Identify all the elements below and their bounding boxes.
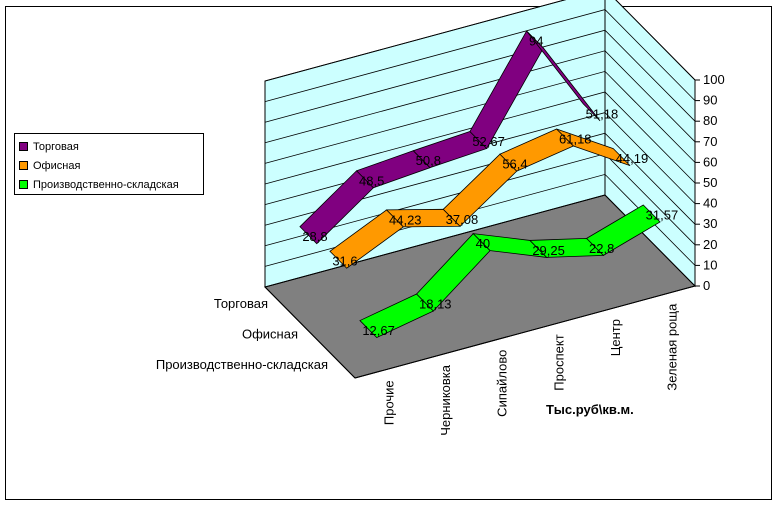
x-tick-label: Черниковка	[438, 364, 453, 436]
legend-item: Торговая	[19, 137, 199, 156]
data-label: 50,8	[416, 153, 441, 168]
y-tick-label: 10	[703, 257, 717, 272]
data-label: 28,8	[302, 229, 327, 244]
data-label: 44,23	[389, 212, 422, 227]
x-axis-line	[354, 285, 696, 379]
legend-swatch	[19, 142, 28, 151]
legend-label: Офисная	[33, 159, 81, 172]
series-ribbons	[299, 30, 661, 339]
y-tick-label: 80	[703, 113, 717, 128]
z-tick-label: Офисная	[242, 327, 298, 342]
z-axis-line	[264, 286, 356, 379]
legend-item: Производственно-складская	[19, 175, 199, 194]
series-axis: Торговая Офисная Производственно-складская	[156, 286, 356, 379]
axis-title: Тыс.руб\кв.м.	[546, 402, 634, 417]
data-label: 40	[476, 236, 490, 251]
z-tick-label: Торговая	[214, 296, 268, 311]
legend-label: Производственно-складская	[33, 178, 179, 191]
legend: Торговая Офисная Производственно-складск…	[14, 133, 204, 195]
gridline	[264, 9, 696, 102]
ribbon-segment	[556, 128, 631, 167]
legend-swatch	[19, 180, 28, 189]
gridline	[264, 70, 696, 164]
data-label: 51,18	[586, 106, 619, 121]
data-label: 48,5	[359, 173, 384, 188]
y-tick-label: 0	[703, 278, 710, 293]
data-label: 18,13	[419, 296, 452, 311]
value-axis: 0 10 20 30 40 50 60 70 80 90 100	[694, 72, 725, 293]
x-tick-label: Зеленая роща	[665, 303, 680, 391]
gridline	[264, 50, 696, 144]
gridline	[264, 132, 696, 226]
data-labels: 28,8 48,5 50,8 52,67 94 51,18 31,6 44,23 37,08 56…	[302, 34, 678, 339]
data-label: 31,6	[332, 254, 357, 269]
gridline	[264, 91, 696, 185]
data-label: 52,67	[472, 134, 505, 149]
x-tick-label: Центр	[608, 319, 623, 356]
y-tick-label: 70	[703, 134, 717, 149]
legend-item: Офисная	[19, 156, 199, 175]
legend-label: Торговая	[33, 140, 79, 153]
y-tick-label: 60	[703, 154, 717, 169]
z-tick-label: Производственно-складская	[156, 357, 328, 372]
y-tick-label: 90	[703, 93, 717, 108]
y-tick-label: 50	[703, 175, 717, 190]
y-tick-label: 40	[703, 196, 717, 211]
category-axis: Прочие Черниковка Сипайлово Проспект Центр Зе…	[354, 285, 696, 436]
data-label: 94	[529, 34, 543, 49]
gridline	[264, 194, 696, 288]
x-tick-label: Сипайлово	[495, 350, 510, 417]
x-tick-label: Проспект	[551, 334, 566, 390]
data-label: 22,8	[589, 241, 614, 256]
data-label: 31,57	[646, 207, 679, 222]
y-tick-label: 20	[703, 237, 717, 252]
ribbon-segment	[526, 30, 601, 122]
gridline	[264, 29, 696, 123]
gridline	[264, 0, 696, 82]
ribbon-segment	[585, 204, 661, 256]
data-label: 56,4	[502, 157, 527, 172]
y-tick-label: 30	[703, 216, 717, 231]
data-label: 12,67	[362, 323, 395, 338]
data-label: 61,18	[559, 131, 592, 146]
legend-swatch	[19, 161, 28, 170]
x-tick-label: Прочие	[381, 380, 396, 425]
y-tick-label: 100	[703, 72, 725, 87]
data-label: 44,19	[616, 151, 649, 166]
data-label: 37,08	[446, 212, 479, 227]
data-label: 29,25	[532, 243, 565, 258]
